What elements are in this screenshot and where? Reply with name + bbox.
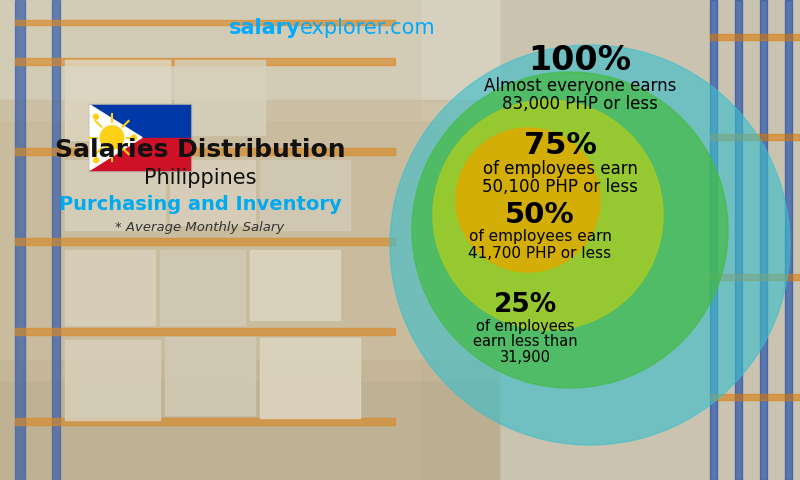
Circle shape [131, 135, 137, 140]
Text: Salaries Distribution: Salaries Distribution [54, 138, 346, 162]
Bar [760, 0, 767, 480]
Bar [90, 105, 190, 170]
Circle shape [390, 45, 790, 445]
Bar [15, 418, 395, 425]
Bar [15, 148, 395, 155]
Text: 75%: 75% [523, 131, 597, 159]
Bar [89, 104, 191, 171]
Circle shape [94, 114, 98, 119]
Bar [65, 160, 165, 230]
Bar [260, 338, 360, 418]
Text: 50,100 PHP or less: 50,100 PHP or less [482, 178, 638, 196]
Bar [710, 34, 800, 40]
Circle shape [456, 128, 600, 272]
Text: 41,700 PHP or less: 41,700 PHP or less [469, 247, 611, 262]
Bar [15, 238, 395, 245]
Polygon shape [90, 105, 142, 170]
Circle shape [433, 100, 663, 330]
Text: 50%: 50% [505, 201, 575, 229]
Bar [500, 0, 800, 480]
Text: 31,900: 31,900 [499, 350, 550, 365]
Text: salary: salary [228, 18, 300, 38]
Bar [710, 394, 800, 400]
Text: Purchasing and Inventory: Purchasing and Inventory [58, 194, 342, 214]
Bar [710, 134, 800, 140]
Bar [710, 0, 717, 480]
Bar [165, 337, 255, 415]
Bar [260, 160, 350, 230]
Text: 83,000 PHP or less: 83,000 PHP or less [502, 95, 658, 113]
Circle shape [100, 126, 124, 149]
Bar [710, 274, 800, 280]
Text: * Average Monthly Salary: * Average Monthly Salary [115, 221, 285, 235]
Text: explorer.com: explorer.com [300, 18, 436, 38]
Text: of employees: of employees [476, 319, 574, 334]
Text: of employees earn: of employees earn [469, 229, 611, 244]
Bar [65, 250, 155, 325]
Bar [90, 137, 190, 170]
Bar [0, 100, 500, 380]
Bar [0, 0, 420, 480]
Bar [65, 60, 170, 140]
Bar [52, 0, 60, 480]
Bar [15, 20, 395, 25]
Bar [90, 105, 190, 137]
Bar [175, 60, 265, 135]
Text: Almost everyone earns: Almost everyone earns [484, 77, 676, 95]
Circle shape [412, 72, 728, 388]
Bar [0, 0, 500, 120]
Bar [65, 340, 160, 420]
Text: earn less than: earn less than [473, 335, 578, 349]
Bar [0, 360, 500, 480]
Text: Philippines: Philippines [144, 168, 256, 188]
Text: of employees earn: of employees earn [482, 160, 638, 178]
Bar [15, 0, 25, 480]
Bar [170, 160, 255, 225]
Bar [785, 0, 792, 480]
Text: 100%: 100% [529, 44, 631, 76]
Text: 25%: 25% [494, 292, 557, 318]
Bar [15, 328, 395, 335]
Bar [250, 250, 340, 320]
Bar [15, 58, 395, 65]
Bar [735, 0, 742, 480]
Bar [160, 250, 245, 325]
Circle shape [94, 158, 98, 163]
